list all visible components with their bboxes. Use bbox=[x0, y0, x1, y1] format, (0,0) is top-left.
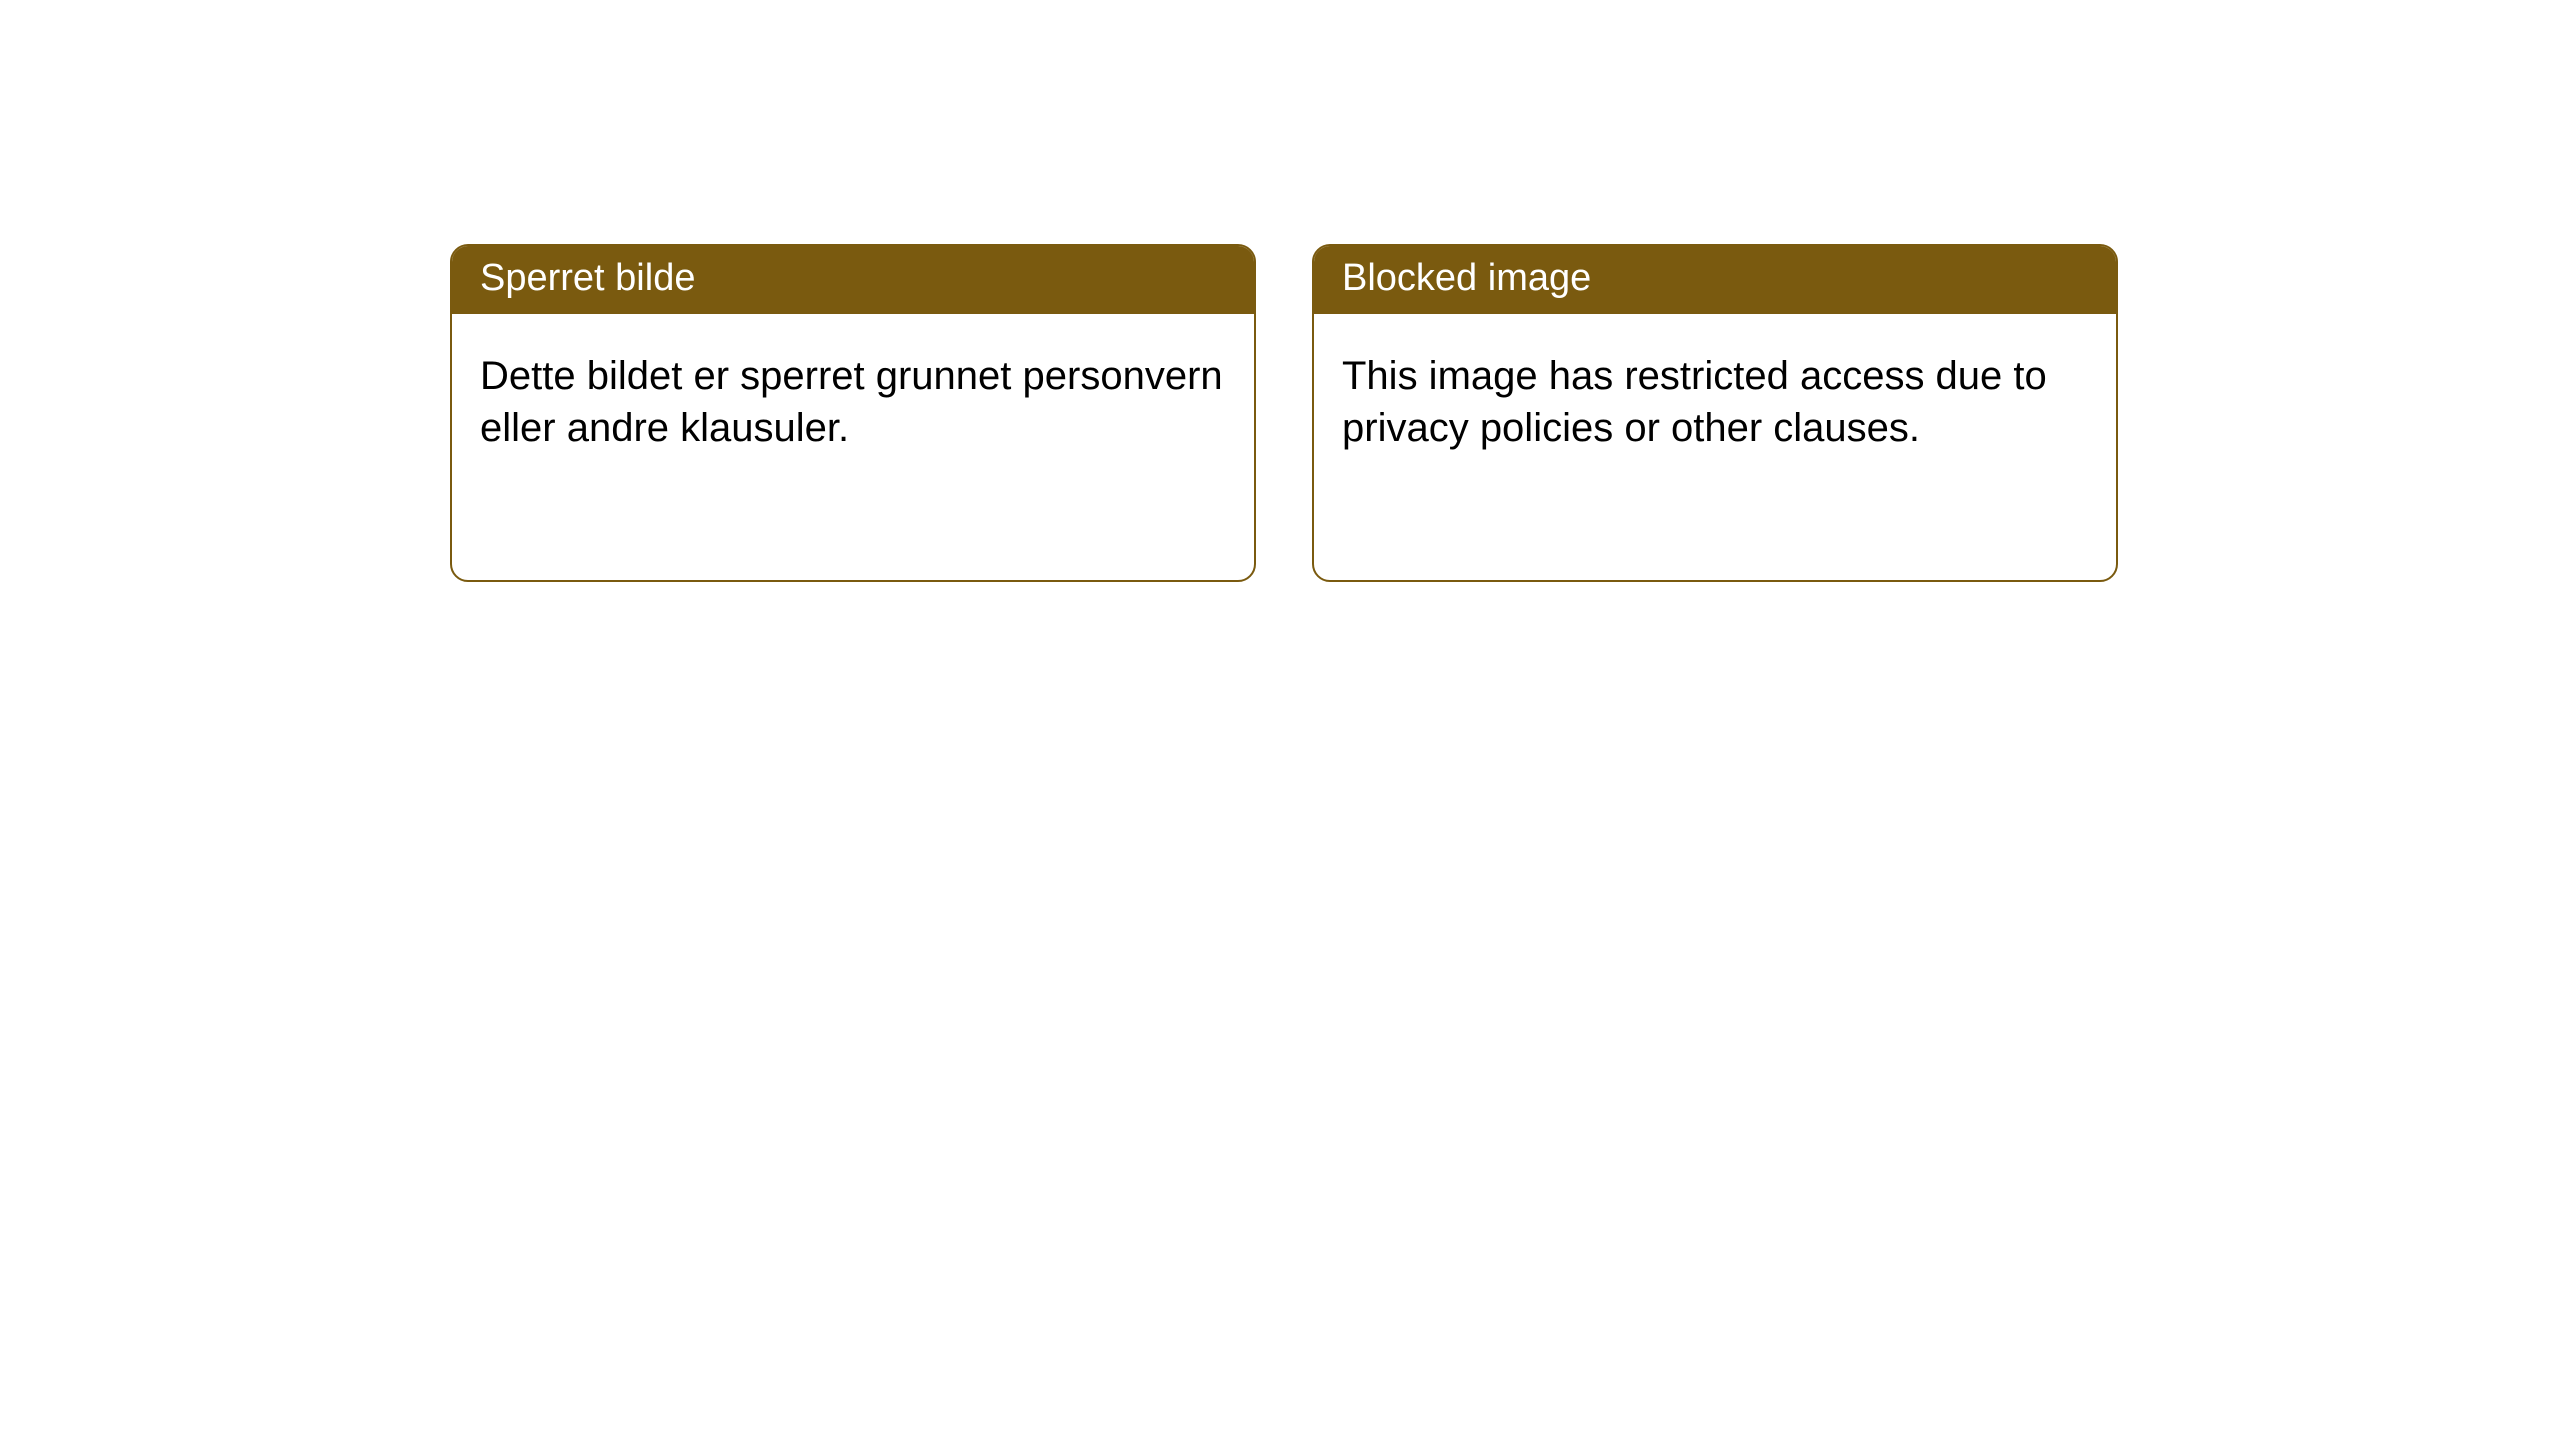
card-header: Blocked image bbox=[1314, 246, 2116, 314]
card-body-text: This image has restricted access due to … bbox=[1342, 354, 2047, 450]
card-title: Blocked image bbox=[1342, 257, 1591, 299]
card-body-text: Dette bildet er sperret grunnet personve… bbox=[480, 354, 1223, 450]
card-body: This image has restricted access due to … bbox=[1314, 314, 2116, 482]
notice-container: Sperret bilde Dette bildet er sperret gr… bbox=[0, 0, 2560, 582]
card-title: Sperret bilde bbox=[480, 257, 695, 299]
blocked-image-card-en: Blocked image This image has restricted … bbox=[1312, 244, 2118, 582]
blocked-image-card-no: Sperret bilde Dette bildet er sperret gr… bbox=[450, 244, 1256, 582]
card-header: Sperret bilde bbox=[452, 246, 1254, 314]
card-body: Dette bildet er sperret grunnet personve… bbox=[452, 314, 1254, 482]
